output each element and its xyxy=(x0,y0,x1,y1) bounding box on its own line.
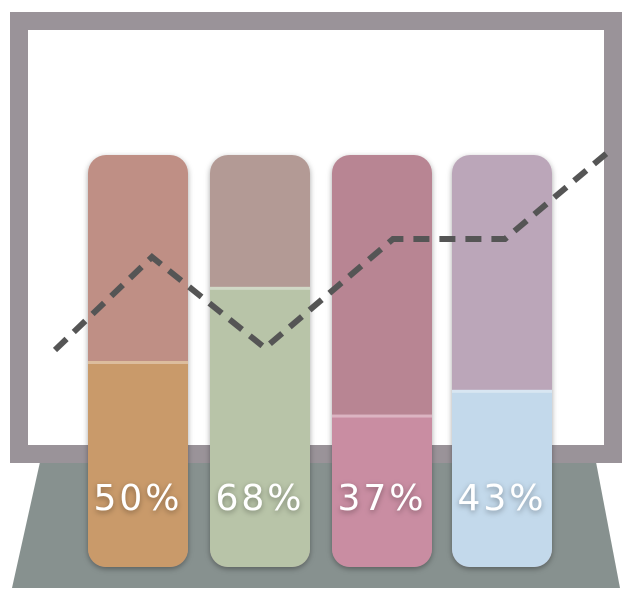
bar xyxy=(210,286,310,567)
trend-line xyxy=(52,150,609,353)
bar-group xyxy=(332,414,432,567)
value-label: 43% xyxy=(457,478,546,519)
bar-highlight xyxy=(210,286,310,290)
value-label: 68% xyxy=(215,478,304,519)
bar-highlight xyxy=(332,414,432,418)
bar-group xyxy=(88,361,188,567)
bars: 50% 68% 37% 43% xyxy=(88,155,552,567)
bar-group xyxy=(210,286,310,567)
bar xyxy=(332,414,432,567)
bar xyxy=(452,389,552,567)
value-label: 50% xyxy=(93,478,182,519)
bar-group xyxy=(452,389,552,567)
value-label: 37% xyxy=(337,478,426,519)
bar xyxy=(88,361,188,567)
bar-highlight xyxy=(88,361,188,364)
bar-highlight xyxy=(452,389,552,393)
